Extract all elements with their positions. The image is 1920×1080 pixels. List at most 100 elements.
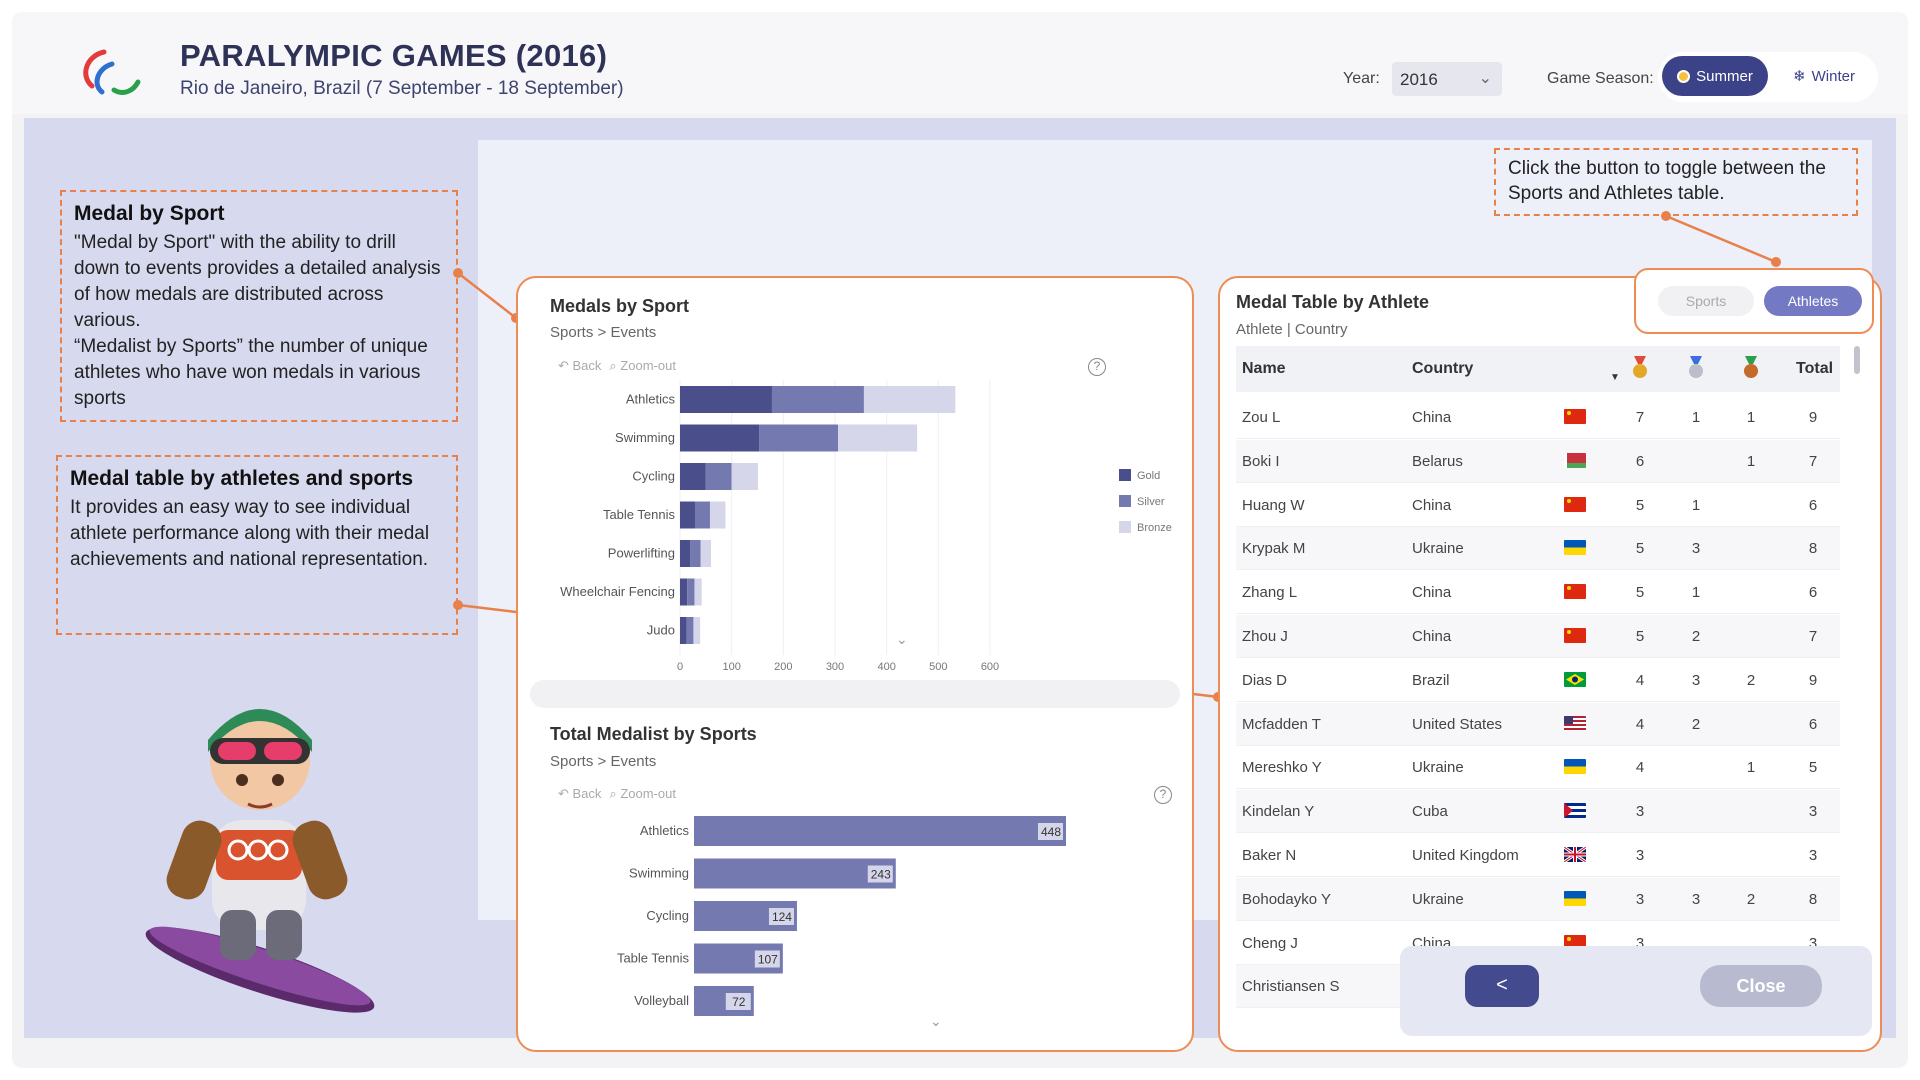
china-flag-icon [1564,934,1586,950]
athlete-country: China [1412,628,1452,645]
bar-gold [680,386,772,413]
ukraine-flag-icon [1564,759,1586,775]
athlete-country: United Kingdom [1412,847,1519,864]
total-medalist-chart: Athletics 448 Swimming 243 Cycling 124 Table T… [617,816,1066,1030]
china-flag-icon [1564,496,1586,512]
bronze-count: 2 [1746,671,1756,689]
silver-count: 3 [1691,671,1701,689]
silver-count: 1 [1691,409,1701,426]
table-row[interactable]: Boki I Belarus 6 1 7 [1236,439,1840,483]
sports-toggle-button[interactable]: Sports [1658,286,1754,316]
x-tick-label: 600 [981,661,999,673]
table-row[interactable]: Zou L China 7 1 1 9 [1236,396,1840,439]
toggle-hint-text: Click the button to toggle between the S… [1508,158,1826,204]
data-label: 448 [1041,825,1061,839]
bronze-count: 1 [1746,409,1756,426]
summer-button[interactable]: Summer [1662,56,1768,96]
athlete-name: Cheng J [1242,934,1298,952]
season-toggle: Summer ❄ Winter [1658,52,1878,102]
athlete-name: Zhou J [1242,628,1288,645]
medalist-help-icon[interactable]: ? [1154,786,1172,804]
bronze-medal-icon[interactable] [1741,356,1761,380]
medalist-back-label: Back [572,786,602,801]
silver-count: 2 [1691,628,1701,645]
bar-silver [690,540,701,567]
zoom-out-icon: ⌕ [609,786,621,801]
data-label-bg [768,908,794,925]
silver-count: 3 [1691,540,1701,558]
column-header-name[interactable]: Name [1242,360,1286,377]
gold-count: 3 [1635,803,1645,821]
table-row[interactable]: Baker N United Kingdom 3 3 [1236,834,1840,877]
athlete-table-header: Name Country ▼ Total [1236,346,1840,392]
medalist-zoom-out-button[interactable]: ⌕ Zoom-out [609,786,676,802]
athlete-name: Kindelan Y [1242,803,1315,821]
legend-swatch-gold [1119,469,1131,481]
table-row[interactable]: Mcfadden T United States 4 2 6 [1236,702,1840,746]
gold-count: 5 [1635,584,1645,602]
bar-gold [680,540,691,567]
column-header-total[interactable]: Total [1796,360,1834,377]
table-row[interactable]: Krypak M Ukraine 5 3 8 [1236,527,1840,571]
table-row[interactable]: Zhang L China 5 1 6 [1236,571,1840,615]
year-dropdown[interactable]: 2016 ⌄ [1392,62,1502,96]
cuba-flag-icon [1564,803,1586,819]
table-row[interactable]: Dias D Brazil 4 3 2 9 [1236,659,1840,702]
legend-swatch-bronze [1119,521,1131,533]
silver-count: 1 [1691,496,1701,514]
back-arrow-icon: ↶ [558,786,573,801]
table-row[interactable]: Bohodayko Y Ukraine 3 3 2 8 [1236,877,1840,921]
medal-by-sport-callout: Medal by Sport "Medal by Sport" with the… [60,190,458,422]
table-row[interactable]: Kindelan Y Cuba 3 3 [1236,790,1840,834]
winter-button[interactable]: ❄ Winter [1774,56,1874,96]
back-button[interactable]: < [1465,965,1539,1007]
total-count: 3 [1808,803,1818,821]
data-label-bg [1038,823,1063,840]
medals-zoom-out-button[interactable]: ⌕ Zoom-out [609,358,676,374]
medals-by-sport-chart: 0 100 200 300 400 500 600 Athletics Swimming Cycl… [560,380,1172,673]
medalist-back-button[interactable]: ↶ Back [558,786,601,802]
gold-count: 3 [1635,847,1645,864]
toggle-hint-callout: Click the button to toggle between the S… [1494,148,1858,216]
data-label: 243 [871,868,891,882]
china-flag-icon [1564,409,1586,424]
bar-silver [759,424,839,452]
bar-bronze [709,501,726,529]
sort-desc-icon: ▼ [1610,372,1620,383]
sun-icon [1677,69,1691,83]
bar-bronze [693,617,701,644]
athlete-country: China [1412,409,1452,426]
silver-medal-icon[interactable] [1686,356,1706,380]
year-value: 2016 [1400,70,1438,89]
athlete-country: Cuba [1412,803,1448,821]
athletes-toggle-button[interactable]: Athletes [1764,286,1862,316]
medals-back-button[interactable]: ↶ Back [558,358,601,374]
athlete-name: Bohodayko Y [1242,890,1331,908]
table-row[interactable]: Zhou J China 5 2 7 [1236,615,1840,658]
belarus-flag-icon [1564,452,1586,468]
category-label: Swimming [615,430,675,445]
gold-count: 4 [1635,715,1645,733]
category-label: Cycling [632,469,675,484]
close-button[interactable]: Close [1700,965,1822,1007]
total-count: 7 [1808,452,1818,470]
column-header-country[interactable]: Country [1412,360,1474,377]
silver-count: 3 [1691,890,1701,908]
table-scrollbar[interactable] [1854,346,1860,374]
bar-bronze [700,540,711,567]
medals-chart-toolbar: ↶ Back ⌕ Zoom-out [558,358,676,374]
table-row[interactable]: Huang W China 5 1 6 [1236,484,1840,527]
bar-bronze [731,463,759,490]
gold-medal-icon[interactable] [1630,356,1650,380]
medal-by-sport-callout-title: Medal by Sport [74,202,225,225]
x-tick-label: 400 [877,661,895,673]
medals-help-icon[interactable]: ? [1088,358,1106,376]
bar-gold [680,578,688,606]
brazil-flag-icon [1564,671,1586,687]
bar-silver [694,501,710,529]
table-row[interactable]: Mereshko Y Ukraine 4 1 5 [1236,746,1840,790]
zoom-out-icon: ⌕ [609,358,621,373]
medals-chart-breadcrumb: Sports > Events [550,324,657,341]
total-count: 7 [1808,628,1818,645]
medal-table-callout-text: It provides an easy way to see individua… [70,497,430,570]
